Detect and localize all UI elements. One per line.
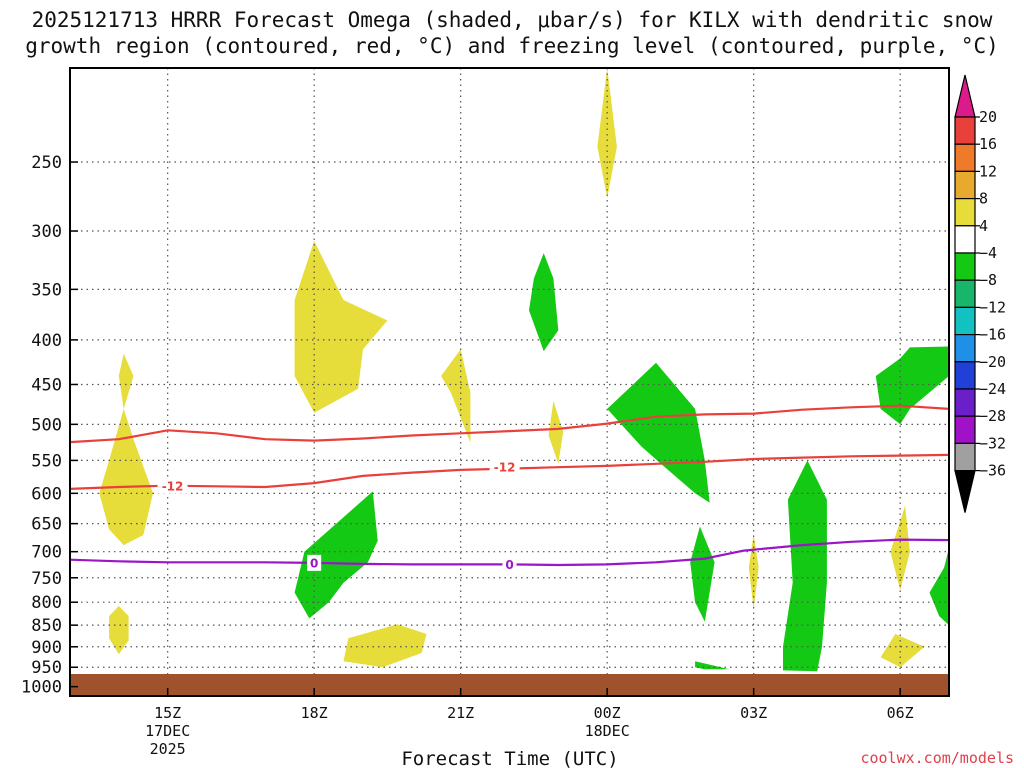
y-tick-label-450: 450 xyxy=(31,375,62,395)
x-tick-label-06Z: 06Z xyxy=(887,704,914,722)
omega-shaded-regions xyxy=(99,68,949,672)
plot-area: -12 -12 0 0 xyxy=(70,68,949,696)
temperature-contours: -12 -12 0 0 xyxy=(70,404,949,573)
colorbar-label-3: 8 xyxy=(979,190,988,208)
colorbar-bin-2 xyxy=(954,170,976,200)
positive-omega-region-2 xyxy=(109,606,129,655)
colorbar-bin-6 xyxy=(954,279,976,309)
positive-omega-region-3 xyxy=(294,241,388,413)
colorbar-bin-3 xyxy=(954,198,976,227)
negative-omega-region-12 xyxy=(294,491,378,619)
contour-label-3-b: 0 xyxy=(505,558,513,572)
y-tick-label-550: 550 xyxy=(31,451,62,471)
negative-omega-region-16 xyxy=(783,460,827,672)
x-tick-label-18Z: 18Z xyxy=(301,704,328,722)
contour-label-bg-0 xyxy=(157,477,188,494)
colorbar-label-12: −32 xyxy=(979,434,1006,452)
colorbar-top-arrow xyxy=(954,74,976,118)
colorbar-label-6: −8 xyxy=(979,271,997,289)
colorbar-bin-5 xyxy=(954,252,976,281)
x-tick-label-15Z: 15Z xyxy=(154,704,181,722)
colorbar-label-2: 12 xyxy=(979,162,997,180)
y-tick-label-600: 600 xyxy=(31,484,62,504)
positive-omega-region-7 xyxy=(597,68,617,199)
y-tick-label-700: 700 xyxy=(31,543,62,563)
contour-label-0: -12 xyxy=(162,479,184,493)
colorbar-bin-4 xyxy=(954,225,976,254)
contour-label-bg-2 xyxy=(489,459,520,476)
contour-label-2: -12 xyxy=(494,461,516,475)
colorbar-bin-0 xyxy=(954,116,976,145)
colorbar-label-1: 16 xyxy=(979,135,997,153)
grid-lines xyxy=(70,68,949,696)
chart-title-line-2: growth region (contoured, red, °C) and f… xyxy=(25,34,999,58)
colorbar-bin-8 xyxy=(954,334,976,363)
y-tick-label-300: 300 xyxy=(31,222,62,242)
colorbar-label-4: 4 xyxy=(979,217,988,235)
y-tick-label-1000: 1000 xyxy=(21,678,62,698)
negative-omega-region-15 xyxy=(695,661,730,670)
colorbar-bin-7 xyxy=(954,306,976,336)
positive-omega-region-1 xyxy=(99,408,153,546)
y-tick-label-650: 650 xyxy=(31,515,62,535)
positive-omega-region-6 xyxy=(548,400,564,464)
y-tick-label-400: 400 xyxy=(31,331,62,351)
negative-omega-region-13 xyxy=(607,362,710,503)
dendritic-contour-1 xyxy=(70,404,949,444)
colorbar-bottom-arrow xyxy=(954,470,976,513)
x-tick-sublabel-15Z-0: 17DEC xyxy=(145,722,190,740)
y-tick-label-900: 900 xyxy=(31,638,62,658)
colorbar-bin-9 xyxy=(954,361,976,390)
y-tick-label-800: 800 xyxy=(31,593,62,613)
negative-omega-region-14 xyxy=(690,526,715,622)
colorbar-label-8: −16 xyxy=(979,326,1006,344)
colorbar-bin-12 xyxy=(954,442,976,472)
colorbar-label-10: −24 xyxy=(979,380,1006,398)
y-tick-label-950: 950 xyxy=(31,658,62,678)
y-tick-label-500: 500 xyxy=(31,415,62,435)
colorbar-label-11: −28 xyxy=(979,407,1006,425)
ground-surface xyxy=(70,674,949,696)
x-axis-label: Forecast Time (UTC) xyxy=(401,748,618,768)
chart-title-line-1: 2025121713 HRRR Forecast Omega (shaded, … xyxy=(32,8,993,32)
credit-link[interactable]: coolwx.com/models xyxy=(860,749,1014,767)
x-tick-sublabel-15Z-1: 2025 xyxy=(150,740,186,758)
y-tick-label-250: 250 xyxy=(31,153,62,173)
colorbar-bin-10 xyxy=(954,388,976,417)
colorbar-label-5: −4 xyxy=(979,244,997,262)
positive-omega-region-10 xyxy=(880,634,925,668)
x-tick-sublabel-00Z-0: 18DEC xyxy=(585,722,630,740)
x-tick-label-21Z: 21Z xyxy=(447,704,474,722)
positive-omega-region-8 xyxy=(748,534,759,610)
negative-omega-region-17 xyxy=(875,346,949,425)
colorbar-label-0: 20 xyxy=(979,108,997,126)
plot-frame xyxy=(69,67,950,697)
y-tick-label-350: 350 xyxy=(31,280,62,300)
colorbar-label-7: −12 xyxy=(979,298,1006,316)
omega-colorbar: 20 16 12 8 4 −4 −8 −12 −16 −20 −24 −28 −32 −36 xyxy=(954,74,1006,513)
negative-omega-region-11 xyxy=(529,253,559,352)
y-tick-label-850: 850 xyxy=(31,616,62,636)
contour-label-3: 0 xyxy=(310,556,318,570)
positive-omega-region-5 xyxy=(441,349,471,443)
negative-omega-region-18 xyxy=(929,547,949,626)
contour-label-bg-3 xyxy=(307,554,322,571)
positive-omega-region-0 xyxy=(118,353,134,409)
x-tick-label-00Z: 00Z xyxy=(594,704,621,722)
colorbar-bin-11 xyxy=(954,415,976,445)
contour-label-bg-3-b xyxy=(502,556,517,573)
pressure-axis: 2503003504004505005506006507007508008509… xyxy=(21,153,78,698)
x-tick-label-03Z: 03Z xyxy=(740,704,767,722)
y-tick-label-750: 750 xyxy=(31,569,62,589)
colorbar-label-9: −20 xyxy=(979,353,1006,371)
colorbar-bin-1 xyxy=(954,143,976,172)
colorbar-label-13: −36 xyxy=(979,462,1006,480)
positive-omega-region-4 xyxy=(343,624,427,668)
